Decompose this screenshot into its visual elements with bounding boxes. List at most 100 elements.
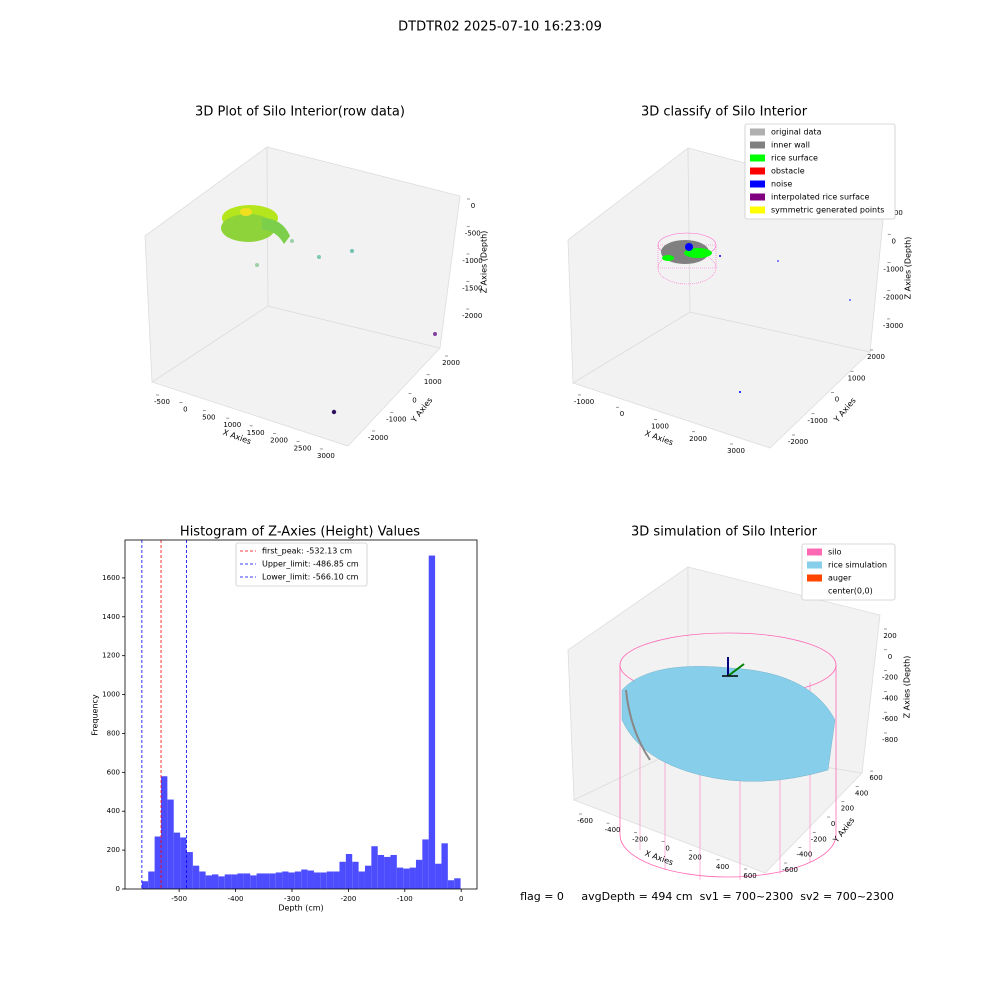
bar (428, 555, 436, 889)
y-tick-label: 0 (831, 820, 835, 828)
legend-box (235, 542, 368, 587)
y-tick-label: 0 (116, 885, 120, 893)
x-tick-label: -200 (340, 895, 356, 903)
z-axis-label: Z Axies (Depth) (903, 656, 912, 719)
legend-swatch (750, 180, 765, 188)
bar (160, 776, 168, 889)
x-tick-label: 600 (743, 872, 756, 880)
x-tick-label: 1000 (223, 421, 241, 429)
bar (275, 872, 283, 889)
bar (364, 865, 372, 889)
bar (371, 846, 378, 889)
legend-label: interpolated rice surface (771, 193, 869, 202)
legend-swatch (750, 154, 765, 162)
bar (224, 874, 232, 889)
y-tick-label: -2000 (368, 434, 388, 442)
y-tick-label: 1400 (102, 613, 120, 621)
z-tick-label: -1000 (462, 257, 482, 265)
x-tick-label: 1000 (651, 422, 669, 430)
y-tick-label: 1000 (102, 691, 120, 699)
bar (167, 799, 174, 889)
x-tick-label: 200 (688, 854, 701, 862)
y-tick-label: 1600 (102, 574, 120, 582)
y-tick-label: 0 (835, 396, 839, 404)
y-tick-label: 0 (412, 397, 416, 405)
legend-box (801, 543, 896, 601)
chart-title: 3D classify of Silo Interior (641, 105, 808, 120)
point-cloud (221, 205, 437, 415)
bar (186, 852, 193, 889)
figure-title: DTDTR02 2025-07-10 16:23:09 (398, 20, 602, 35)
legend-swatch (750, 141, 765, 149)
x-tick-label: -400 (605, 826, 621, 834)
chart-title: Histogram of Z-Axies (Height) Values (180, 525, 420, 540)
y-tick-label: 800 (107, 729, 120, 737)
y-tick-label: -200 (811, 835, 827, 843)
y-tick-label: -400 (796, 851, 812, 859)
legend-swatch (807, 574, 822, 582)
y-tick-label: 600 (107, 768, 120, 776)
classified-cloud (657, 232, 851, 393)
bar (243, 873, 251, 889)
bar (301, 869, 308, 889)
bar (148, 871, 155, 889)
bar (205, 875, 212, 889)
legend-swatch (750, 167, 765, 175)
legend-label: noise (771, 180, 792, 189)
bar (409, 867, 416, 889)
x-tick-label: 2000 (689, 435, 707, 443)
bar (282, 871, 289, 889)
y-tick-label: 1200 (102, 652, 120, 660)
chart-title: 3D Plot of Silo Interior(row data) (195, 105, 405, 120)
x-tick-label: 0 (620, 410, 624, 418)
bar (345, 854, 353, 889)
status-text: flag = 0 avgDepth = 494 cm sv1 = 700~230… (520, 890, 894, 903)
plot-frame (124, 539, 478, 890)
x-axis-label: X Axies (644, 429, 675, 448)
x-tick-label: 400 (716, 863, 729, 871)
legend-label: symmetric generated points (771, 206, 884, 215)
y-tick-label: -1000 (386, 415, 406, 423)
z-tick-label: -400 (882, 694, 898, 702)
bar (199, 871, 206, 889)
bar (313, 872, 321, 889)
x-tick-label: -100 (397, 895, 413, 903)
y-tick-label: -600 (782, 866, 798, 874)
bar (441, 843, 448, 889)
z-tick-label: -500 (465, 230, 481, 238)
y-tick-label: 600 (869, 774, 882, 782)
legend-label: original data (771, 128, 822, 137)
y-tick-label: 2000 (442, 359, 460, 367)
chart-title: 3D simulation of Silo Interior (631, 525, 818, 540)
bar (320, 872, 327, 889)
z-tick-label: -2000 (462, 312, 482, 320)
y-tick-label: 200 (107, 846, 120, 854)
x-tick-label: 0 (665, 845, 669, 853)
bar (250, 875, 257, 889)
z-tick-label: 0 (471, 202, 475, 210)
legend-label: silo (828, 548, 842, 557)
bar (447, 880, 455, 889)
legend-swatch (750, 128, 765, 136)
legend-label: Lower_limit: -566.10 cm (262, 573, 359, 582)
z-axis-label: Z Axies (Depth) (480, 231, 489, 294)
y-axis-label: Frequency (91, 694, 100, 736)
bar (422, 839, 429, 889)
y-tick-label: -2000 (788, 438, 808, 446)
x-tick-label: 500 (202, 413, 215, 421)
z-tick-label: -600 (882, 715, 898, 723)
x-tick-label: -200 (632, 835, 648, 843)
legend-swatch (750, 193, 765, 201)
z-tick-label: -1000 (883, 265, 903, 273)
legend-label: Upper_limit: -486.85 cm (262, 560, 359, 569)
x-tick-label: 0 (459, 895, 463, 903)
legend-swatch (807, 587, 822, 595)
bar (294, 871, 302, 889)
x-tick-label: 3000 (727, 447, 745, 455)
bar (352, 861, 359, 889)
legend-label: obstacle (771, 167, 805, 176)
y-tick-label: 400 (855, 789, 868, 797)
bar (326, 871, 334, 889)
bar (377, 854, 385, 889)
